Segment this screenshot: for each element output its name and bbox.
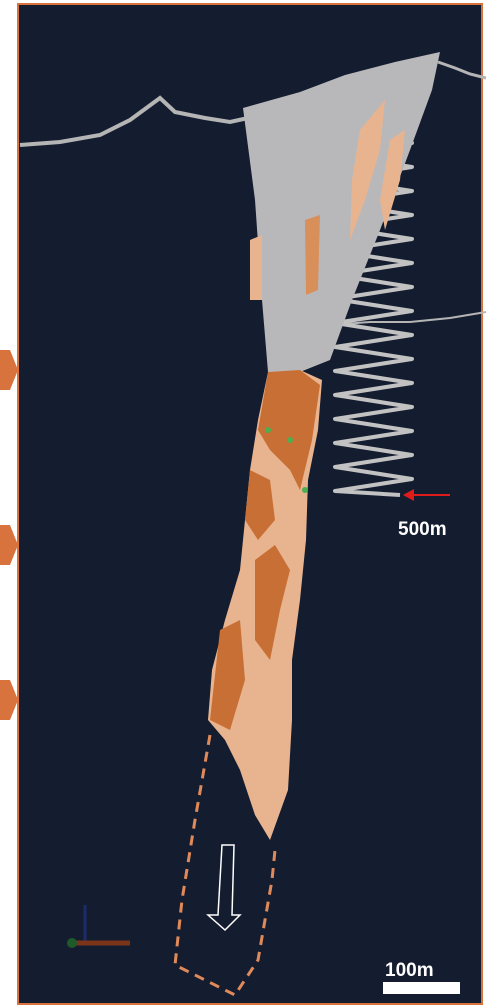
orebody xyxy=(350,100,385,240)
topography xyxy=(437,60,487,80)
topography xyxy=(329,311,487,326)
orebody-high-grade xyxy=(258,370,320,490)
topography xyxy=(19,95,249,147)
scale-bar xyxy=(383,982,460,994)
projected-extension xyxy=(173,734,277,997)
orebody xyxy=(380,130,405,230)
side-tab xyxy=(0,525,18,565)
orebody-high-grade xyxy=(255,545,290,660)
orebody xyxy=(250,235,262,300)
plunge-arrow xyxy=(206,844,242,932)
sample xyxy=(287,437,293,443)
pit-volume xyxy=(243,52,440,372)
axis-y xyxy=(67,938,77,948)
orebody xyxy=(305,215,320,295)
side-tab xyxy=(0,680,18,720)
depth-label: 500m xyxy=(398,519,447,540)
orebody-high-grade xyxy=(245,470,275,540)
sample xyxy=(302,487,308,493)
scale-label: 100m xyxy=(385,960,434,981)
sample xyxy=(265,427,271,433)
depth-arrow-head xyxy=(403,489,414,501)
side-tab xyxy=(0,350,18,390)
orebody-high-grade xyxy=(210,620,245,730)
